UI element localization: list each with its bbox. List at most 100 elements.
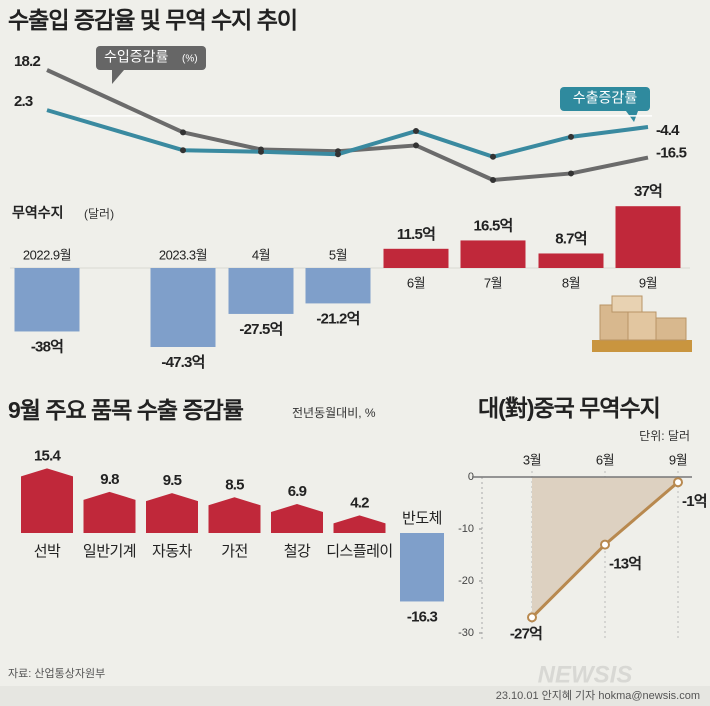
x-tick-label: 6월 (596, 452, 614, 467)
x-tick-label: 철강 (284, 543, 311, 560)
chart-subtitle: 단위: 달러 (639, 429, 690, 443)
data-label: 9.8 (100, 471, 119, 488)
x-tick-label: 3월 (523, 452, 541, 467)
point (180, 147, 186, 154)
x-tick-label: 9월 (639, 275, 657, 290)
data-label: 2.3 (14, 93, 33, 110)
data-label: -21.2억 (316, 309, 359, 327)
source: 자료: 산업통상자원부 (8, 667, 105, 680)
point (413, 142, 419, 149)
x-tick-label: 2022.9월 (23, 247, 71, 262)
bar (146, 493, 198, 533)
x-tick-label: 7월 (484, 275, 502, 290)
y-tick-label: 0 (468, 471, 474, 483)
data-label: 6.9 (288, 483, 307, 500)
bar-unit: (달러) (84, 207, 114, 221)
x-tick-label: 2023.3월 (159, 247, 207, 262)
pallet (592, 340, 692, 352)
x-tick-label: 반도체 (402, 510, 442, 527)
chart-title: 대(對)중국 무역수지 (478, 395, 660, 421)
bar (83, 491, 136, 533)
legend-unit: (%) (182, 54, 198, 65)
data-label: 9.5 (163, 472, 182, 489)
data-label: 15.4 (34, 447, 61, 464)
import-callout: 수입증감률 (%) (96, 46, 206, 84)
boxes-illustration (592, 295, 692, 352)
data-label: -47.3억 (161, 353, 204, 371)
point (490, 153, 496, 160)
box (655, 317, 687, 341)
data-label: 4.2 (350, 494, 369, 511)
x-tick-label: 8월 (562, 275, 580, 290)
chart-title: 9월 주요 품목 수출 증감률 (8, 397, 244, 423)
bar (208, 497, 261, 533)
bar (460, 240, 526, 268)
x-tick-label: 자동차 (152, 543, 193, 560)
data-label: -1억 (682, 492, 707, 510)
data-label: 8.7억 (555, 229, 586, 247)
bar (400, 533, 444, 602)
bar (333, 515, 386, 533)
y-tick-label: -10 (458, 523, 474, 535)
bar-title: 무역수지 (12, 205, 64, 221)
box (611, 295, 643, 313)
data-label: 37억 (634, 182, 662, 200)
point (527, 612, 537, 623)
data-label: -27.5억 (239, 320, 282, 338)
logo: NEWSIS (538, 661, 633, 688)
x-tick-label: 선박 (34, 543, 61, 560)
x-tick-label: 가전 (221, 543, 248, 560)
bar (615, 206, 681, 268)
point (335, 151, 341, 158)
callout-box (560, 87, 650, 111)
chart-title: 수출입 증감율 및 무역 수지 추이 (8, 7, 297, 33)
callout-box (96, 46, 206, 70)
x-tick-label: 9월 (669, 452, 687, 467)
data-label: -16.3 (407, 608, 438, 625)
x-tick-label: 5월 (329, 247, 347, 262)
bar (21, 468, 73, 533)
bar (538, 253, 604, 268)
x-tick-label: 일반기계 (83, 543, 136, 560)
point (568, 133, 574, 140)
bar (305, 268, 371, 304)
x-tick-label: 디스플레이 (326, 543, 393, 560)
data-label: 16.5억 (474, 216, 513, 234)
data-label: -13억 (609, 555, 641, 573)
data-label: -27억 (510, 624, 542, 642)
point (600, 539, 610, 550)
point (413, 128, 419, 135)
footer-bar (0, 686, 710, 706)
line (46, 68, 649, 182)
point (568, 170, 574, 177)
credit: 23.10.01 안지혜 기자 hokma@newsis.com (496, 689, 700, 702)
callout-pointer (112, 70, 124, 84)
bar (14, 268, 80, 332)
data-label: -38억 (31, 337, 63, 355)
point (673, 477, 683, 488)
legend-label: 수출증감률 (573, 90, 638, 106)
x-tick-label: 4월 (252, 247, 270, 262)
line (46, 108, 649, 159)
y-tick-label: -20 (458, 575, 474, 587)
bar (271, 504, 323, 533)
point (180, 129, 186, 136)
bar (383, 248, 449, 268)
box (627, 311, 657, 341)
y-tick-label: -30 (458, 627, 474, 639)
x-tick-label: 6월 (407, 275, 425, 290)
point (490, 177, 496, 183)
data-label: 11.5억 (397, 225, 435, 243)
data-label: 8.5 (225, 476, 244, 493)
data-label: 18.2 (14, 53, 40, 70)
legend-label: 수입증감률 (104, 49, 169, 65)
bar (150, 268, 216, 347)
chart-subtitle: 전년동월대비, % (292, 406, 376, 420)
point (258, 148, 264, 155)
data-label: -4.4 (656, 122, 680, 139)
data-label: -16.5 (656, 145, 687, 162)
bar (228, 268, 294, 314)
export-callout: 수출증감률 (560, 87, 650, 122)
